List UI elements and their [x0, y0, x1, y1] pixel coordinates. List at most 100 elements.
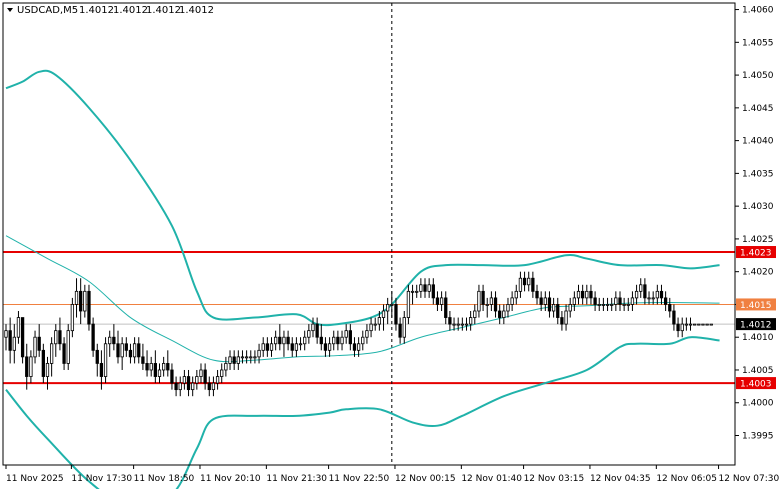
candle-body: [95, 349, 99, 364]
candle: [108, 330, 112, 357]
plot-frame: [2, 2, 736, 466]
low-value: 1.4012: [146, 5, 181, 16]
candle-body: [551, 304, 556, 312]
candle-body: [688, 323, 693, 326]
candle: [74, 278, 79, 318]
dropdown-arrow-icon[interactable]: [7, 8, 13, 12]
candle: [91, 317, 95, 357]
candle-body: [319, 336, 323, 345]
candle-body: [369, 323, 373, 332]
candle: [547, 291, 552, 318]
candle-body: [394, 304, 398, 325]
candle: [294, 337, 299, 357]
candle-body: [352, 343, 357, 351]
candle: [489, 291, 494, 311]
candle-body: [315, 323, 319, 338]
candle-body: [99, 363, 104, 377]
candle: [232, 350, 236, 370]
x-tick-label: 11 Nov 17:30: [71, 474, 132, 484]
x-tick-label: 11 Nov 18:50: [134, 474, 195, 484]
candle: [303, 330, 307, 351]
candle: [261, 337, 265, 357]
candle: [473, 304, 477, 325]
candle: [431, 278, 435, 305]
candle: [688, 317, 693, 331]
candle: [4, 324, 8, 351]
candle: [178, 376, 182, 397]
candle: [597, 297, 601, 311]
candle-body: [498, 310, 502, 318]
candle-body: [605, 304, 610, 306]
candle: [697, 323, 701, 326]
candle-body: [581, 290, 585, 299]
candle-body: [663, 297, 668, 305]
candle: [659, 284, 664, 305]
candle-body: [452, 323, 456, 326]
candle-body: [186, 376, 191, 391]
candle: [186, 369, 191, 397]
candle-body: [439, 297, 444, 305]
candle: [282, 330, 286, 357]
candle: [145, 350, 149, 377]
candle-body: [431, 284, 435, 299]
candle: [16, 311, 21, 344]
candle: [572, 291, 576, 311]
candle-body: [278, 336, 282, 345]
price-badges: 1.4023 1.4003 1.4015 1.4012: [736, 246, 776, 390]
candle: [58, 317, 62, 351]
candle: [327, 337, 332, 357]
candle: [439, 291, 444, 311]
candle: [87, 284, 91, 331]
candle: [224, 356, 228, 377]
y-tick-label: 1.4000: [742, 399, 774, 409]
candle-body: [564, 310, 568, 325]
y-tick-label: 1.4055: [742, 38, 774, 48]
candle: [240, 350, 245, 364]
candle: [37, 324, 41, 357]
candle: [701, 323, 705, 326]
candle: [448, 311, 452, 331]
candle: [676, 317, 680, 338]
candle-body: [398, 323, 402, 338]
candle: [199, 363, 203, 384]
candle: [344, 324, 348, 344]
candle: [8, 317, 12, 364]
candle: [510, 291, 514, 311]
candle: [269, 337, 274, 357]
candle-body: [74, 290, 79, 305]
candle: [502, 304, 506, 325]
candle: [576, 284, 581, 305]
y-tick-label: 1.4040: [742, 137, 774, 147]
candle: [423, 278, 427, 298]
candles-layer: [4, 271, 713, 397]
candle: [62, 337, 66, 370]
candle-body: [215, 376, 220, 384]
chart-header: USDCAD,M5 1.4012 1.4012 1.4012 1.4012: [7, 5, 214, 16]
candle: [410, 284, 415, 305]
candle: [377, 311, 382, 331]
candle: [556, 297, 560, 325]
candle-body: [307, 330, 311, 338]
candle: [79, 278, 83, 325]
candle: [634, 284, 639, 305]
candle-body: [668, 304, 672, 312]
candle: [663, 291, 668, 311]
candle-body: [626, 304, 630, 306]
candle-body: [37, 336, 41, 351]
candle-body: [41, 349, 45, 377]
candle-body: [406, 290, 411, 318]
candle-body: [468, 317, 473, 325]
candle: [605, 297, 610, 311]
candle-body: [618, 297, 622, 305]
candle-body: [290, 343, 294, 351]
candle: [41, 343, 45, 384]
candle-body: [701, 323, 705, 326]
candle: [518, 271, 523, 298]
candle-body: [672, 310, 676, 325]
candle-body: [502, 310, 506, 318]
candle-body: [643, 284, 647, 299]
candle-body: [651, 297, 655, 300]
candle: [132, 337, 137, 364]
candle-body: [87, 290, 91, 325]
